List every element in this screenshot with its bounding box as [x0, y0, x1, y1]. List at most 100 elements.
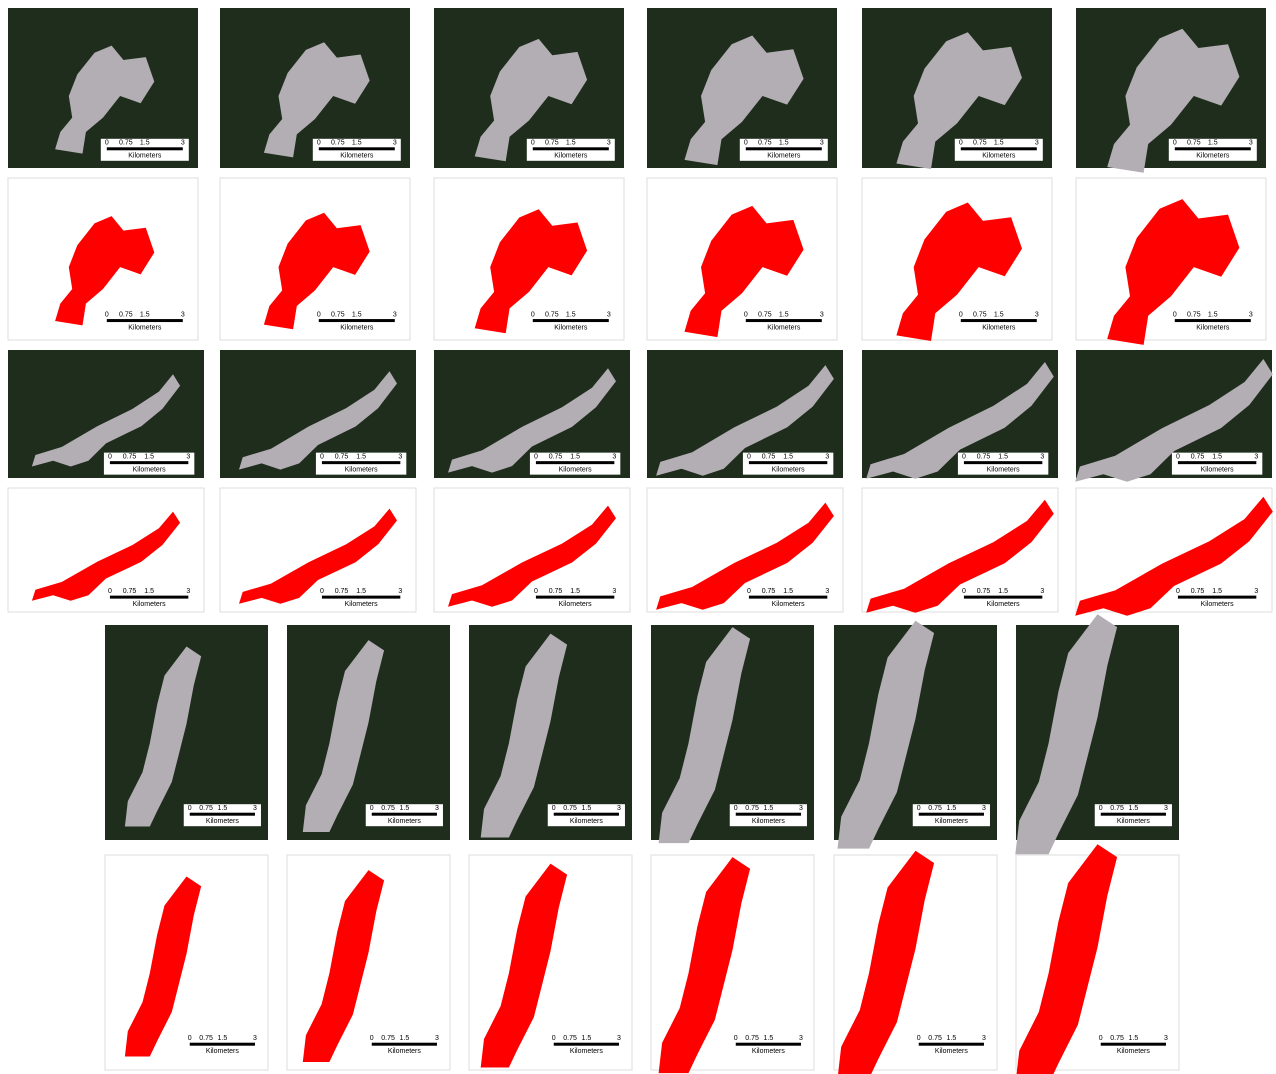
scale-tick-label: 0 [108, 588, 112, 595]
scale-tick-label: 0 [188, 805, 192, 812]
scale-tick-label: 0.75 [123, 588, 137, 595]
scale-tick-label: 3 [186, 588, 190, 595]
scale-tick-label: 0.75 [549, 453, 563, 460]
scale-bar [533, 147, 609, 150]
scale-bar [1101, 813, 1166, 816]
satellite-panel: 00.751.53Kilometers [469, 625, 632, 840]
scale-bar [749, 596, 827, 599]
scale-tick-label: 1.5 [581, 1035, 591, 1042]
scale-tick-label: 1.5 [998, 453, 1008, 460]
scale-tick-label: 0.75 [563, 805, 577, 812]
scale-tick-label: 0 [552, 805, 556, 812]
scale-tick-label: 3 [825, 588, 829, 595]
scale-tick-label: 1.5 [994, 140, 1004, 147]
scale-tick-label: 1.5 [783, 453, 793, 460]
scale-tick-label: 1.5 [994, 311, 1004, 318]
scale-bar [554, 1043, 619, 1046]
scale-tick-label: 0.75 [549, 588, 563, 595]
scale-unit: Kilometers [982, 153, 1016, 160]
scale-tick-label: 0.75 [119, 140, 133, 147]
mask-panel: 00.751.53Kilometers [469, 855, 632, 1070]
scale-tick-label: 0 [531, 140, 535, 147]
mask-panel: 00.751.53Kilometers [862, 488, 1058, 613]
scale-unit: Kilometers [935, 1048, 969, 1055]
scale-tick-label: 0 [320, 453, 324, 460]
scale-tick-label: 0.75 [1187, 311, 1201, 318]
scale-tick-label: 0 [552, 1035, 556, 1042]
scale-tick-label: 0 [744, 140, 748, 147]
scale-unit: Kilometers [1201, 466, 1235, 473]
scale-tick-label: 0.75 [973, 311, 987, 318]
scale-unit: Kilometers [570, 818, 604, 825]
scale-tick-label: 1.5 [946, 805, 956, 812]
scale-unit: Kilometers [133, 601, 167, 608]
scale-bar [536, 596, 614, 599]
scale-bar [736, 813, 801, 816]
scale-tick-label: 0.75 [977, 588, 991, 595]
scale-bar [964, 596, 1042, 599]
scale-tick-label: 0.75 [199, 1035, 213, 1042]
scale-tick-label: 0 [1176, 453, 1180, 460]
scale-tick-label: 0.75 [1110, 805, 1124, 812]
scale-tick-label: 1.5 [1212, 453, 1222, 460]
scale-tick-label: 0 [1176, 588, 1180, 595]
scale-bar [319, 319, 395, 322]
scale-tick-label: 0 [959, 311, 963, 318]
scale-tick-label: 3 [1164, 1035, 1168, 1042]
scale-unit: Kilometers [345, 466, 379, 473]
scale-tick-label: 0.75 [762, 588, 776, 595]
scale-tick-label: 1.5 [140, 140, 150, 147]
figure: 00.751.53Kilometers00.751.53Kilometers00… [0, 0, 1276, 1074]
scale-tick-label: 1.5 [566, 140, 576, 147]
scale-bar [746, 147, 822, 150]
scale-bar [1178, 461, 1256, 464]
satellite-panel: 00.751.53Kilometers [434, 350, 630, 478]
scale-tick-label: 3 [393, 311, 397, 318]
scale-tick-label: 1.5 [566, 311, 576, 318]
scale-bar [1175, 147, 1251, 150]
scale-bar [1101, 1043, 1166, 1046]
scale-bar [110, 461, 188, 464]
scale-unit: Kilometers [340, 153, 374, 160]
satellite-panel: 00.751.53Kilometers [8, 350, 204, 478]
scale-bar [749, 461, 827, 464]
scale-tick-label: 1.5 [763, 805, 773, 812]
scale-tick-label: 3 [1254, 588, 1258, 595]
scale-tick-label: 3 [253, 1035, 257, 1042]
scale-bar [919, 1043, 984, 1046]
scale-bar [322, 461, 400, 464]
scale-bar [1175, 319, 1251, 322]
scale-tick-label: 0.75 [331, 140, 345, 147]
satellite-panel: 00.751.53Kilometers [647, 8, 837, 168]
scale-bar [1178, 596, 1256, 599]
scale-tick-label: 0 [531, 311, 535, 318]
scale-tick-label: 0 [370, 805, 374, 812]
scale-unit: Kilometers [388, 1048, 422, 1055]
mask-panel: 00.751.53Kilometers [220, 488, 416, 612]
scale-unit: Kilometers [128, 153, 162, 160]
scale-unit: Kilometers [1201, 601, 1235, 608]
scale-tick-label: 0 [959, 140, 963, 147]
scale-tick-label: 0.75 [1191, 588, 1205, 595]
scale-tick-label: 0 [105, 140, 109, 147]
scale-tick-label: 1.5 [140, 311, 150, 318]
scale-tick-label: 1.5 [570, 453, 580, 460]
scale-tick-label: 0 [108, 453, 112, 460]
scale-tick-label: 0.75 [745, 1035, 759, 1042]
scale-unit: Kilometers [1117, 818, 1151, 825]
scale-tick-label: 1.5 [352, 311, 362, 318]
scale-tick-label: 0.75 [758, 311, 772, 318]
scale-tick-label: 1.5 [1208, 311, 1218, 318]
scale-tick-label: 1.5 [399, 805, 409, 812]
scale-unit: Kilometers [935, 818, 969, 825]
scale-unit: Kilometers [128, 324, 162, 331]
scale-tick-label: 0 [534, 588, 538, 595]
scale-unit: Kilometers [982, 324, 1016, 331]
scale-tick-label: 0 [1173, 311, 1177, 318]
scale-tick-label: 0.75 [762, 453, 776, 460]
scale-tick-label: 0.75 [1187, 140, 1201, 147]
